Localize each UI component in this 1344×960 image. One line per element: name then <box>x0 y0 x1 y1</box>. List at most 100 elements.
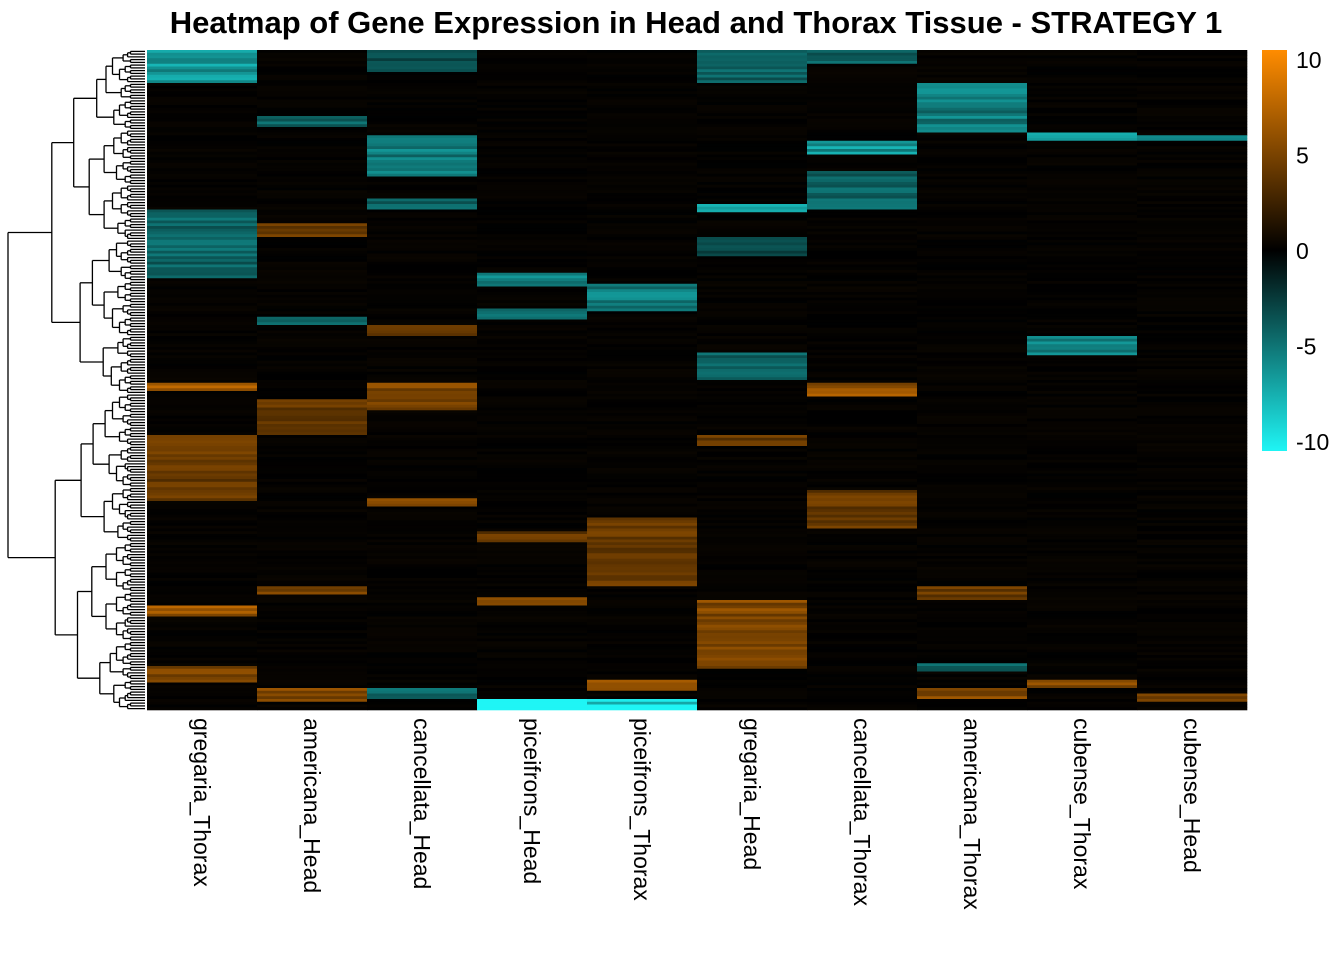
heatmap-cell <box>697 358 808 362</box>
heatmap-cell <box>587 693 698 697</box>
heatmap-cell <box>917 198 1028 202</box>
heatmap-cell <box>917 228 1028 232</box>
heatmap-cell <box>1137 127 1248 131</box>
heatmap-cell <box>917 212 1028 216</box>
heatmap-cell <box>367 413 478 417</box>
heatmap-cell <box>697 534 808 538</box>
heatmap-cell <box>147 338 258 342</box>
heatmap-cell <box>1137 286 1248 290</box>
heatmap-cell <box>1137 385 1248 389</box>
heatmap-cell <box>917 545 1028 549</box>
heatmap-cell <box>257 146 368 150</box>
heatmap-cell <box>477 305 588 309</box>
heatmap-cell <box>367 690 478 694</box>
heatmap-cell <box>477 190 588 194</box>
heatmap-cell <box>147 96 258 100</box>
heatmap-cell <box>367 382 478 386</box>
heatmap-cell <box>147 415 258 419</box>
heatmap-cell <box>697 407 808 411</box>
heatmap-cell <box>697 195 808 199</box>
heatmap-cell <box>1137 435 1248 439</box>
heatmap-cell <box>1027 228 1138 232</box>
heatmap-cell <box>587 140 698 144</box>
heatmap-cell <box>917 446 1028 450</box>
heatmap-cell <box>477 377 588 381</box>
heatmap-cell <box>697 250 808 254</box>
heatmap-cell <box>1137 531 1248 535</box>
heatmap-cell <box>147 531 258 535</box>
heatmap-cell <box>1137 470 1248 474</box>
heatmap-cell <box>477 547 588 551</box>
heatmap-cell <box>807 448 918 452</box>
heatmap-cell <box>697 344 808 348</box>
heatmap-cell <box>147 608 258 612</box>
heatmap-cell <box>147 473 258 477</box>
heatmap-cell <box>1027 451 1138 455</box>
heatmap-cell <box>807 212 918 216</box>
heatmap-cell <box>367 641 478 645</box>
heatmap-cell <box>147 649 258 653</box>
heatmap-cell <box>257 418 368 422</box>
heatmap-cell <box>257 319 368 323</box>
heatmap-cell <box>477 162 588 166</box>
heatmap-cell <box>1137 608 1248 612</box>
heatmap-cell <box>147 556 258 560</box>
heatmap-cell <box>367 107 478 111</box>
heatmap-cell <box>587 193 698 197</box>
heatmap-cell <box>587 371 698 375</box>
heatmap-cell <box>917 245 1028 249</box>
heatmap-cell <box>147 707 258 711</box>
heatmap-cell <box>147 495 258 499</box>
heatmap-cell <box>257 382 368 386</box>
heatmap-cell <box>587 627 698 631</box>
heatmap-cell <box>147 630 258 634</box>
heatmap-cell <box>1137 699 1248 703</box>
heatmap-cell <box>147 237 258 241</box>
heatmap-cell <box>1137 374 1248 378</box>
heatmap-cell <box>697 393 808 397</box>
heatmap-cell <box>1027 479 1138 483</box>
heatmap-cell <box>477 682 588 686</box>
heatmap-cell <box>917 443 1028 447</box>
heatmap-cell <box>587 303 698 307</box>
heatmap-cell <box>477 253 588 257</box>
heatmap-cell <box>147 490 258 494</box>
heatmap-cell <box>367 531 478 535</box>
column-label: americana_Head <box>299 718 325 893</box>
heatmap-cell <box>367 61 478 65</box>
heatmap-cell <box>917 561 1028 565</box>
heatmap-cell <box>697 237 808 241</box>
heatmap-cell <box>807 399 918 403</box>
heatmap-cell <box>917 402 1028 406</box>
heatmap-cell <box>587 514 698 518</box>
heatmap-cell <box>697 435 808 439</box>
heatmap-cell <box>917 476 1028 480</box>
heatmap-cell <box>917 201 1028 205</box>
heatmap-cell <box>257 550 368 554</box>
heatmap-cell <box>147 523 258 527</box>
heatmap-cell <box>1137 294 1248 298</box>
heatmap-cell <box>477 358 588 362</box>
heatmap-cell <box>697 583 808 587</box>
heatmap-cell <box>1027 58 1138 62</box>
heatmap-cell <box>587 380 698 384</box>
heatmap-cell <box>917 110 1028 114</box>
heatmap-cell <box>587 338 698 342</box>
heatmap-cell <box>257 83 368 87</box>
heatmap-cell <box>807 102 918 106</box>
heatmap-cell <box>697 55 808 59</box>
heatmap-cell <box>697 220 808 224</box>
heatmap-cell <box>1137 492 1248 496</box>
heatmap-cell <box>917 99 1028 103</box>
heatmap-cell <box>147 696 258 700</box>
heatmap-cell <box>367 459 478 463</box>
heatmap-cell <box>1027 220 1138 224</box>
heatmap-cell <box>257 297 368 301</box>
heatmap-cell <box>147 281 258 285</box>
heatmap-cell <box>367 473 478 477</box>
heatmap-cell <box>1027 377 1138 381</box>
heatmap-cell <box>1027 259 1138 263</box>
heatmap-cell <box>1137 479 1248 483</box>
heatmap-cell <box>697 91 808 95</box>
heatmap-cell <box>1137 358 1248 362</box>
